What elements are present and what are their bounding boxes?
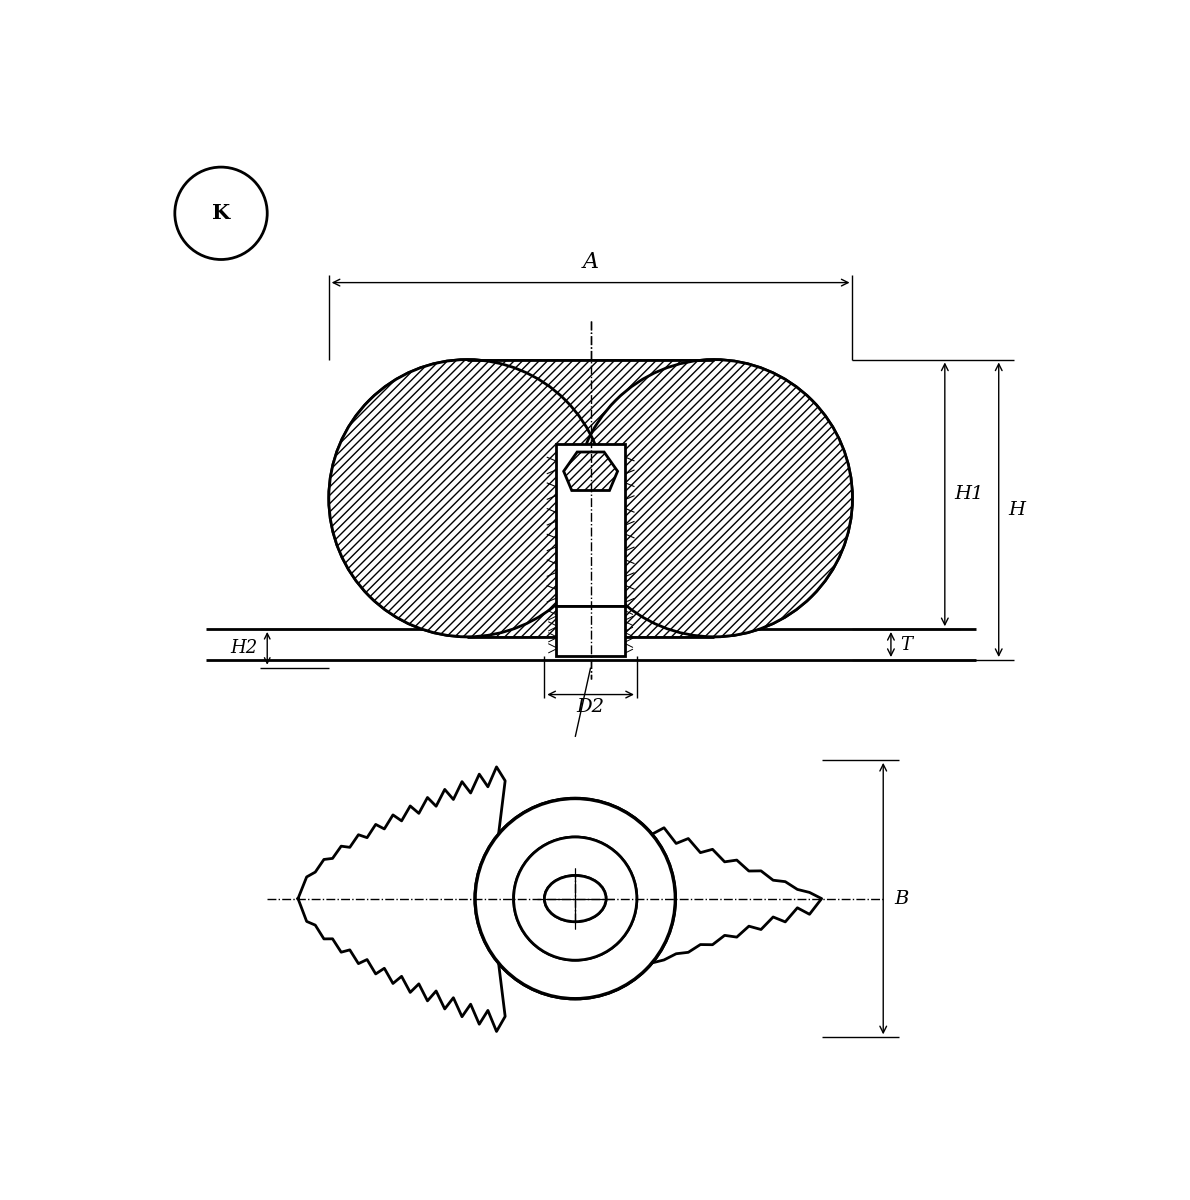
- Text: A: A: [583, 251, 599, 274]
- Circle shape: [575, 360, 852, 637]
- Text: B: B: [895, 889, 909, 907]
- Text: H: H: [1008, 500, 1025, 518]
- Polygon shape: [298, 767, 821, 1032]
- Text: D: D: [583, 632, 599, 650]
- Text: T: T: [900, 636, 913, 654]
- Polygon shape: [328, 360, 852, 637]
- Circle shape: [328, 360, 606, 637]
- Polygon shape: [564, 452, 618, 491]
- Text: H2: H2: [231, 640, 258, 658]
- Bar: [556, 606, 625, 656]
- Circle shape: [514, 838, 637, 960]
- Ellipse shape: [544, 876, 606, 922]
- Text: H1: H1: [954, 485, 983, 503]
- Text: D2: D2: [577, 698, 605, 716]
- Text: K: K: [212, 203, 230, 223]
- Circle shape: [475, 798, 676, 998]
- Bar: [556, 444, 625, 606]
- Ellipse shape: [544, 876, 606, 922]
- Circle shape: [475, 798, 676, 998]
- Circle shape: [514, 838, 637, 960]
